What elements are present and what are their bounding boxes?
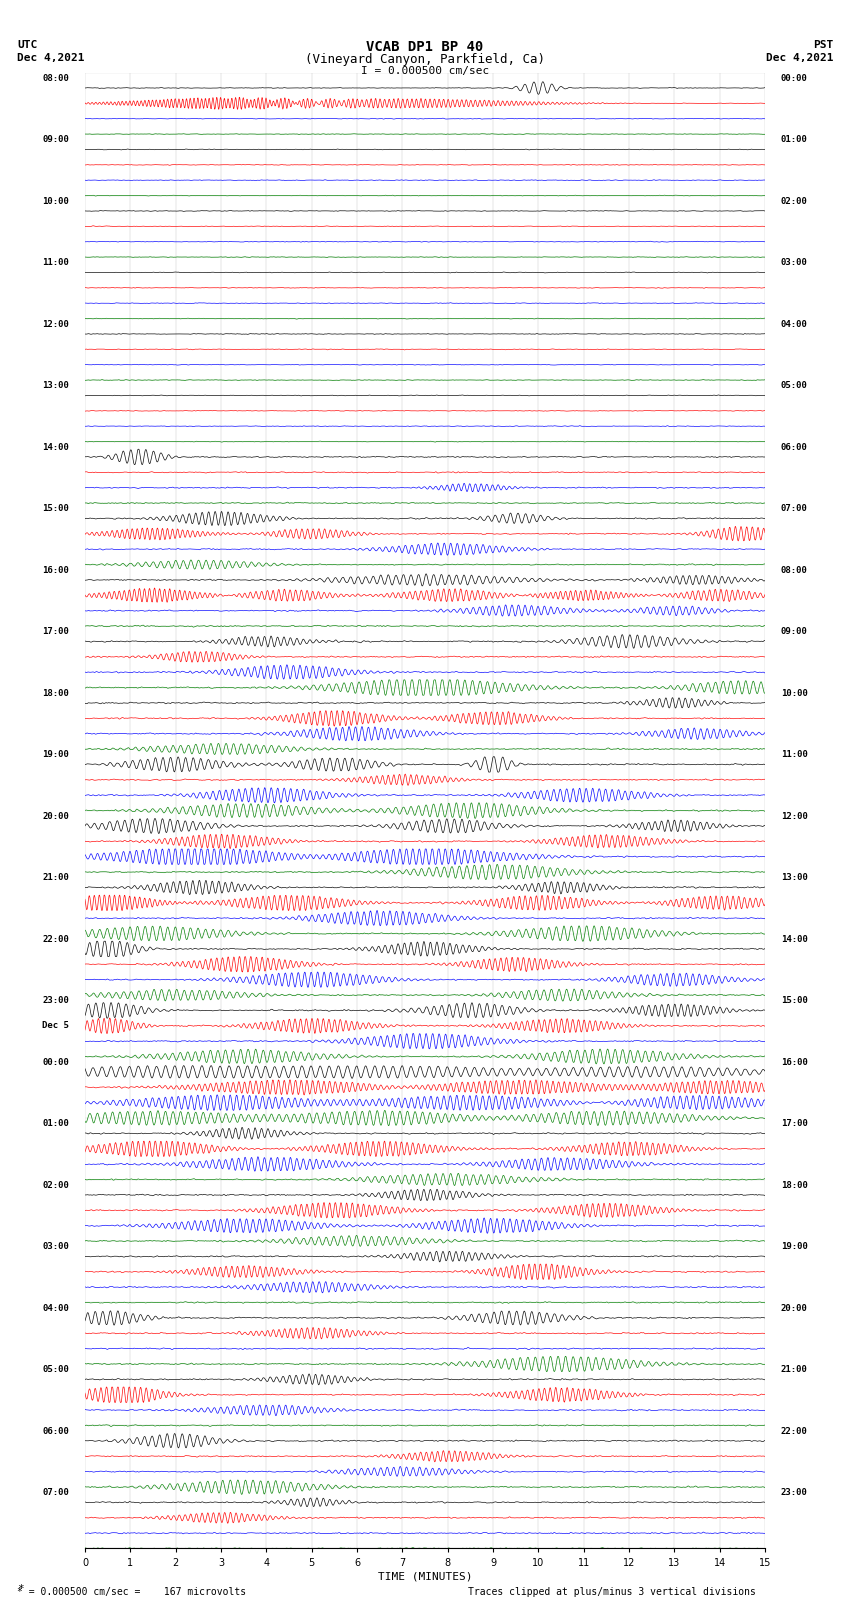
Text: 00:00: 00:00 [781, 74, 807, 82]
Text: 05:00: 05:00 [781, 381, 807, 390]
Text: Traces clipped at plus/minus 3 vertical divisions: Traces clipped at plus/minus 3 vertical … [468, 1587, 756, 1597]
Text: UTC: UTC [17, 40, 37, 50]
Text: 14:00: 14:00 [781, 936, 807, 944]
Text: 06:00: 06:00 [42, 1428, 69, 1436]
Text: 01:00: 01:00 [781, 135, 807, 144]
Text: 20:00: 20:00 [42, 811, 69, 821]
Text: 02:00: 02:00 [781, 197, 807, 206]
Text: 23:00: 23:00 [42, 997, 69, 1005]
Text: 22:00: 22:00 [781, 1428, 807, 1436]
Text: 22:00: 22:00 [42, 936, 69, 944]
Text: 08:00: 08:00 [781, 566, 807, 574]
Text: I = 0.000500 cm/sec: I = 0.000500 cm/sec [361, 66, 489, 76]
Text: 20:00: 20:00 [781, 1303, 807, 1313]
Text: 13:00: 13:00 [781, 873, 807, 882]
Text: 05:00: 05:00 [42, 1365, 69, 1374]
Text: (Vineyard Canyon, Parkfield, Ca): (Vineyard Canyon, Parkfield, Ca) [305, 53, 545, 66]
Text: 10:00: 10:00 [781, 689, 807, 698]
Text: VCAB DP1 BP 40: VCAB DP1 BP 40 [366, 40, 484, 55]
Text: 06:00: 06:00 [781, 444, 807, 452]
Text: 17:00: 17:00 [42, 627, 69, 636]
Text: 21:00: 21:00 [42, 873, 69, 882]
Text: * = 0.000500 cm/sec =    167 microvolts: * = 0.000500 cm/sec = 167 microvolts [17, 1587, 246, 1597]
Text: 18:00: 18:00 [42, 689, 69, 698]
Text: 17:00: 17:00 [781, 1119, 807, 1127]
Text: 12:00: 12:00 [42, 319, 69, 329]
Text: Dec 4,2021: Dec 4,2021 [17, 53, 84, 63]
Text: Dec 4,2021: Dec 4,2021 [766, 53, 833, 63]
Text: 10:00: 10:00 [42, 197, 69, 206]
Text: 03:00: 03:00 [42, 1242, 69, 1252]
Text: 04:00: 04:00 [42, 1303, 69, 1313]
Text: 07:00: 07:00 [781, 505, 807, 513]
X-axis label: TIME (MINUTES): TIME (MINUTES) [377, 1571, 473, 1582]
Text: 11:00: 11:00 [781, 750, 807, 760]
Text: 19:00: 19:00 [781, 1242, 807, 1252]
Text: 19:00: 19:00 [42, 750, 69, 760]
Text: 08:00: 08:00 [42, 74, 69, 82]
Text: PST: PST [813, 40, 833, 50]
Text: Dec 5: Dec 5 [42, 1021, 69, 1031]
Text: 09:00: 09:00 [42, 135, 69, 144]
Text: *: * [17, 1584, 24, 1594]
Text: 13:00: 13:00 [42, 381, 69, 390]
Text: 02:00: 02:00 [42, 1181, 69, 1190]
Text: 04:00: 04:00 [781, 319, 807, 329]
Text: 01:00: 01:00 [42, 1119, 69, 1127]
Text: 16:00: 16:00 [781, 1058, 807, 1066]
Text: 15:00: 15:00 [781, 997, 807, 1005]
Text: 11:00: 11:00 [42, 258, 69, 268]
Text: 21:00: 21:00 [781, 1365, 807, 1374]
Text: 16:00: 16:00 [42, 566, 69, 574]
Text: 18:00: 18:00 [781, 1181, 807, 1190]
Text: 14:00: 14:00 [42, 444, 69, 452]
Text: 23:00: 23:00 [781, 1489, 807, 1497]
Text: 15:00: 15:00 [42, 505, 69, 513]
Text: 12:00: 12:00 [781, 811, 807, 821]
Text: 09:00: 09:00 [781, 627, 807, 636]
Text: 03:00: 03:00 [781, 258, 807, 268]
Text: 00:00: 00:00 [42, 1058, 69, 1066]
Text: 07:00: 07:00 [42, 1489, 69, 1497]
